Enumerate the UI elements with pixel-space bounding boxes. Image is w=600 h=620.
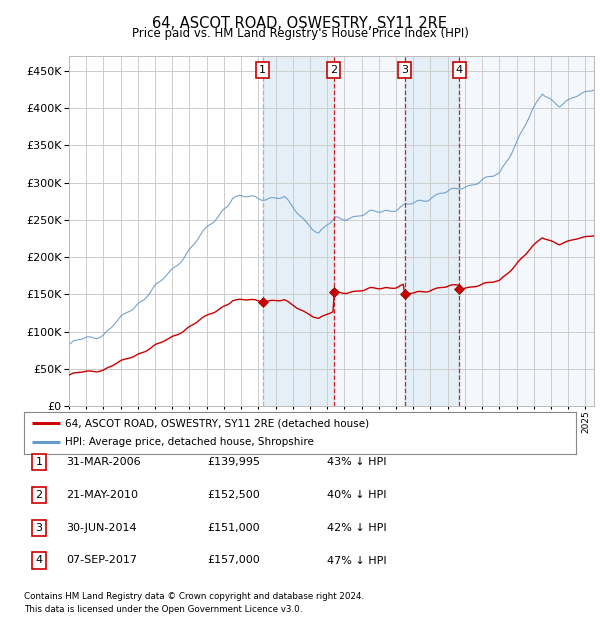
Bar	[263, 56, 334, 406]
Text: £152,500: £152,500	[207, 490, 260, 500]
Text: 47% ↓ HPI: 47% ↓ HPI	[327, 556, 386, 565]
Text: 21-MAY-2010: 21-MAY-2010	[66, 490, 138, 500]
Text: 1: 1	[35, 457, 43, 467]
Text: HPI: Average price, detached house, Shropshire: HPI: Average price, detached house, Shro…	[65, 438, 314, 448]
Bar	[334, 56, 404, 406]
Text: 2: 2	[330, 65, 337, 75]
Text: 07-SEP-2017: 07-SEP-2017	[66, 556, 137, 565]
Text: 4: 4	[455, 65, 463, 75]
Text: 43% ↓ HPI: 43% ↓ HPI	[327, 457, 386, 467]
Text: 42% ↓ HPI: 42% ↓ HPI	[327, 523, 386, 533]
Text: 3: 3	[35, 523, 43, 533]
Text: 31-MAR-2006: 31-MAR-2006	[66, 457, 140, 467]
Text: Price paid vs. HM Land Registry's House Price Index (HPI): Price paid vs. HM Land Registry's House …	[131, 27, 469, 40]
Text: 4: 4	[35, 556, 43, 565]
Text: £151,000: £151,000	[207, 523, 260, 533]
Text: £157,000: £157,000	[207, 556, 260, 565]
Text: £139,995: £139,995	[207, 457, 260, 467]
Text: This data is licensed under the Open Government Licence v3.0.: This data is licensed under the Open Gov…	[24, 604, 302, 614]
Text: 64, ASCOT ROAD, OSWESTRY, SY11 2RE: 64, ASCOT ROAD, OSWESTRY, SY11 2RE	[152, 16, 448, 30]
Text: 3: 3	[401, 65, 408, 75]
Text: 2: 2	[35, 490, 43, 500]
Bar	[459, 56, 594, 406]
Bar	[404, 56, 459, 406]
Text: 1: 1	[259, 65, 266, 75]
Text: 64, ASCOT ROAD, OSWESTRY, SY11 2RE (detached house): 64, ASCOT ROAD, OSWESTRY, SY11 2RE (deta…	[65, 418, 370, 428]
Text: 40% ↓ HPI: 40% ↓ HPI	[327, 490, 386, 500]
Text: 30-JUN-2014: 30-JUN-2014	[66, 523, 137, 533]
Text: Contains HM Land Registry data © Crown copyright and database right 2024.: Contains HM Land Registry data © Crown c…	[24, 592, 364, 601]
